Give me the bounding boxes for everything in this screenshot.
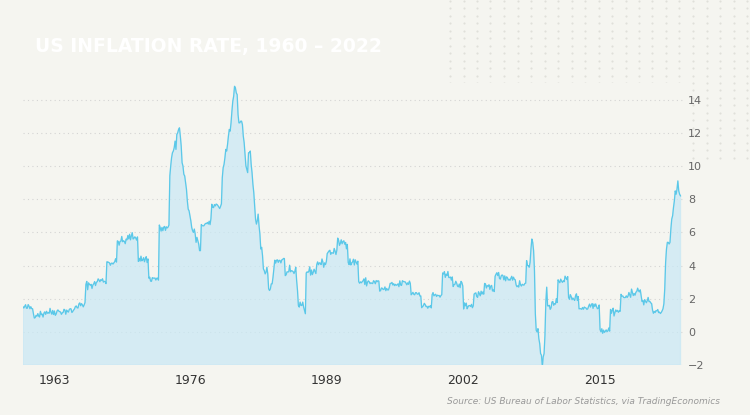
Text: US INFLATION RATE, 1960 – 2022: US INFLATION RATE, 1960 – 2022 [35, 37, 382, 56]
Text: Source: US Bureau of Labor Statistics, via TradingEconomics: Source: US Bureau of Labor Statistics, v… [447, 397, 720, 406]
